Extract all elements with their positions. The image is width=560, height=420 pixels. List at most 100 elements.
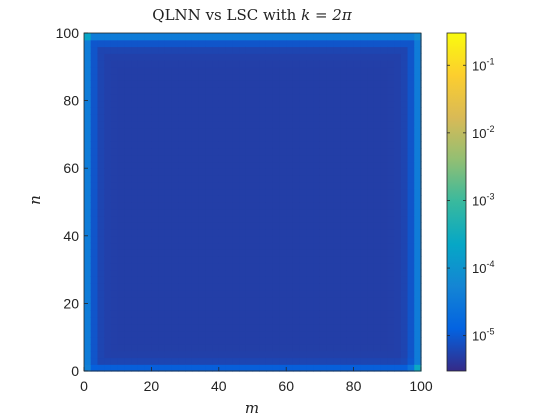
heatmap-cell	[198, 87, 206, 95]
heatmap-cell	[286, 215, 294, 223]
heatmap-cell	[259, 202, 267, 210]
heatmap-cell	[164, 33, 173, 41]
heatmap-cell	[319, 93, 328, 102]
heatmap-cell	[353, 53, 361, 61]
heatmap-cell	[407, 154, 415, 163]
heatmap-cell	[137, 100, 146, 108]
heatmap-cell	[252, 73, 260, 81]
heatmap-cell	[178, 222, 186, 230]
heatmap-cell	[198, 33, 206, 41]
heatmap-cell	[137, 188, 146, 196]
heatmap-cell	[346, 289, 355, 298]
heatmap-cell	[286, 357, 294, 365]
heatmap-cell	[158, 350, 166, 359]
heatmap-cell	[110, 364, 119, 372]
heatmap-cell	[346, 127, 355, 135]
heatmap-cell	[90, 33, 99, 41]
heatmap-cell	[373, 100, 382, 108]
heatmap-cell	[144, 256, 152, 264]
heatmap-cell	[205, 323, 213, 332]
heatmap-cell	[373, 316, 382, 325]
heatmap-cell	[259, 114, 267, 122]
heatmap-cell	[205, 66, 213, 75]
heatmap-cell	[191, 235, 200, 244]
heatmap-cell	[292, 33, 301, 41]
heatmap-cell	[346, 181, 355, 190]
heatmap-cell	[333, 80, 341, 88]
heatmap-cell	[124, 134, 132, 142]
heatmap-cell	[333, 120, 341, 129]
heatmap-cell	[346, 337, 355, 345]
heatmap-cell	[387, 195, 395, 203]
heatmap-cell	[373, 229, 382, 237]
heatmap-cell	[191, 343, 200, 352]
heatmap-cell	[131, 303, 139, 311]
heatmap-cell	[110, 46, 119, 54]
heatmap-cell	[353, 39, 361, 48]
heatmap-cell	[212, 147, 220, 156]
heatmap-cell	[414, 276, 422, 284]
heatmap-cell	[205, 242, 213, 250]
heatmap-cell	[124, 147, 132, 156]
heatmap-cell	[104, 93, 112, 102]
heatmap-cell	[279, 147, 287, 156]
heatmap-cell	[151, 310, 159, 318]
heatmap-cell	[259, 222, 267, 230]
heatmap-cell	[407, 107, 415, 115]
heatmap-cell	[319, 256, 328, 264]
heatmap-cell	[380, 242, 388, 250]
heatmap-cell	[367, 195, 375, 203]
heatmap-cell	[245, 337, 254, 345]
heatmap-cell	[191, 276, 200, 284]
heatmap-cell	[313, 174, 321, 183]
heatmap-cell	[178, 66, 186, 75]
heatmap-cell	[144, 229, 152, 237]
heatmap-cell	[205, 296, 213, 304]
heatmap-cell	[353, 242, 361, 250]
heatmap-cell	[225, 147, 233, 156]
heatmap-cell	[394, 53, 402, 61]
heatmap-cell	[117, 283, 126, 291]
heatmap-cell	[252, 161, 260, 169]
heatmap-cell	[353, 161, 361, 169]
heatmap-cell	[360, 296, 368, 304]
heatmap-cell	[400, 33, 409, 41]
heatmap-cell	[185, 147, 193, 156]
heatmap-cell	[299, 222, 308, 230]
heatmap-cell	[178, 296, 186, 304]
heatmap-cell	[151, 147, 159, 156]
heatmap-cell	[380, 33, 388, 41]
heatmap-cell	[218, 289, 227, 298]
heatmap-cell	[185, 127, 193, 135]
heatmap-cell	[117, 364, 126, 372]
heatmap-cell	[279, 296, 287, 304]
heatmap-cell	[185, 114, 193, 122]
heatmap-cell	[326, 364, 334, 372]
heatmap-cell	[286, 181, 294, 190]
heatmap-cell	[218, 276, 227, 284]
heatmap-cell	[97, 235, 105, 244]
heatmap-cell	[137, 364, 146, 372]
heatmap-cell	[346, 195, 355, 203]
heatmap-cell	[245, 283, 254, 291]
heatmap-cell	[394, 87, 402, 95]
heatmap-cell	[333, 168, 341, 176]
heatmap-cell	[212, 229, 220, 237]
heatmap-cell	[198, 134, 206, 142]
heatmap-cell	[178, 350, 186, 359]
heatmap-cell	[394, 174, 402, 183]
heatmap-cell	[185, 107, 193, 115]
heatmap-cell	[218, 283, 227, 291]
heatmap-cell	[131, 141, 139, 149]
heatmap-cell	[117, 262, 126, 271]
heatmap-cell	[198, 316, 206, 325]
heatmap-cell	[232, 134, 240, 142]
heatmap-cell	[414, 222, 422, 230]
heatmap-cell	[252, 283, 260, 291]
heatmap-cell	[367, 202, 375, 210]
heatmap-cell	[185, 215, 193, 223]
heatmap-cell	[232, 364, 240, 372]
heatmap-cell	[110, 303, 119, 311]
heatmap-cell	[313, 53, 321, 61]
heatmap-cell	[104, 120, 112, 129]
